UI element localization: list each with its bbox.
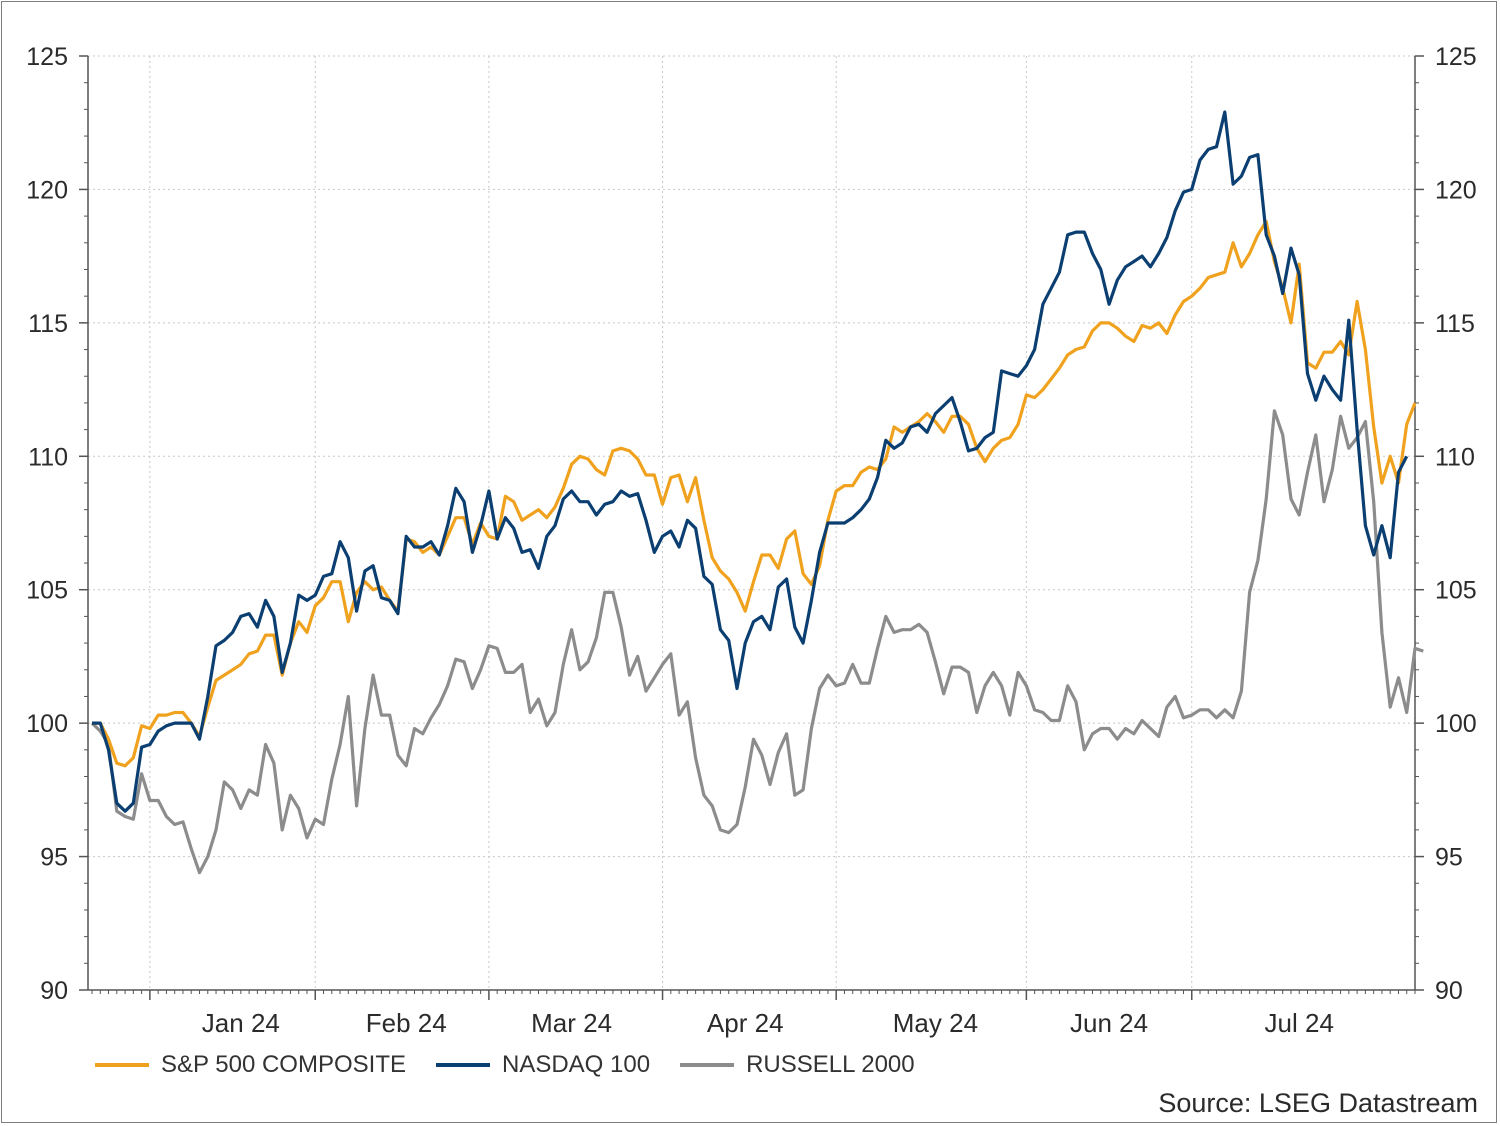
x-tick-label: Jul 24 — [1265, 1008, 1334, 1038]
x-tick-label: Mar 24 — [531, 1008, 612, 1038]
y-tick-label-left: 90 — [40, 977, 68, 1005]
legend-label-nasdaq: NASDAQ 100 — [501, 1051, 651, 1078]
source-note: Source: LSEG Datastream — [1158, 1088, 1478, 1118]
legend-label-russell: RUSSELL 2000 — [746, 1051, 915, 1078]
axes: 90 90 95 95 100 100 105 105 110 110 115 115 120 120 12… — [26, 43, 1476, 1038]
line-chart: 90 90 95 95 100 100 105 105 110 110 115 115 120 120 12… — [26, 43, 1476, 1038]
x-tick-label: Jan 24 — [202, 1008, 280, 1038]
y-tick-label-left: 120 — [26, 176, 68, 204]
legend-swatch-russell — [680, 1063, 735, 1067]
y-tick-label-right: 110 — [1435, 443, 1475, 471]
y-tick-label-left: 125 — [26, 43, 68, 71]
legend: S&P 500 COMPOSITE NASDAQ 100 RUSSELL 200… — [95, 1049, 945, 1081]
y-tick-label-right: 125 — [1435, 43, 1477, 71]
legend-swatch-nasdaq — [435, 1063, 490, 1067]
series-line-sp500 — [92, 219, 1417, 768]
y-tick-label-right: 105 — [1435, 577, 1477, 605]
x-tick-label: Feb 24 — [366, 1008, 447, 1038]
y-tick-label-right: 90 — [1435, 977, 1463, 1005]
y-tick-label-left: 115 — [28, 310, 68, 338]
y-tick-label-left: 100 — [26, 710, 68, 738]
y-tick-label-left: 110 — [28, 443, 68, 471]
y-tick-label-right: 100 — [1435, 710, 1477, 738]
x-tick-label: May 24 — [893, 1008, 978, 1038]
x-tick-label: Jun 24 — [1070, 1008, 1148, 1038]
series-line-nasdaq — [92, 110, 1409, 813]
legend-item-sp500: S&P 500 COMPOSITE — [95, 1051, 406, 1079]
y-tick-label-right: 120 — [1435, 176, 1477, 204]
legend-item-nasdaq: NASDAQ 100 — [435, 1051, 651, 1079]
y-tick-label-right: 115 — [1435, 310, 1475, 338]
series-line-russell — [90, 409, 1424, 875]
legend-label-sp500: S&P 500 COMPOSITE — [161, 1051, 406, 1078]
y-tick-label-right: 95 — [1435, 844, 1463, 872]
y-tick-label-left: 95 — [40, 844, 68, 872]
series-lines — [90, 110, 1424, 875]
y-tick-label-left: 105 — [26, 577, 68, 605]
gridlines — [88, 55, 1415, 990]
legend-swatch-sp500 — [95, 1063, 149, 1067]
legend-item-russell: RUSSELL 2000 — [680, 1051, 915, 1079]
x-tick-label: Apr 24 — [707, 1008, 784, 1038]
